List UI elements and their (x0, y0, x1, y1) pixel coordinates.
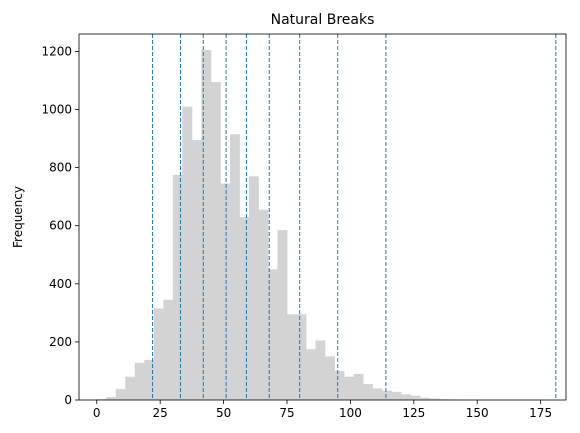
y-tick-label: 200 (49, 335, 72, 349)
x-tick-label: 100 (339, 406, 362, 420)
histogram-bar (144, 359, 155, 400)
histogram-bars (96, 49, 478, 400)
histogram-bar (172, 174, 183, 400)
y-tick-label: 800 (49, 161, 72, 175)
x-tick-label: 150 (466, 406, 489, 420)
histogram-bar (106, 397, 117, 400)
histogram-bar (363, 384, 373, 400)
histogram-bar (296, 314, 307, 400)
histogram-bar (344, 376, 354, 400)
y-tick-label: 1200 (41, 44, 72, 58)
histogram-bar (248, 176, 259, 400)
histogram-bar (210, 81, 221, 400)
y-tick-label: 0 (64, 393, 72, 407)
histogram-bar (229, 134, 240, 400)
histogram-bar (153, 308, 164, 400)
y-tick-label: 400 (49, 277, 72, 291)
x-tick-label: 75 (279, 406, 294, 420)
x-tick-label: 25 (153, 406, 168, 420)
histogram-bar (201, 49, 212, 400)
x-tick-label: 175 (529, 406, 552, 420)
x-tick-label: 0 (93, 406, 101, 420)
histogram-bar (220, 183, 231, 400)
histogram-bar (401, 394, 412, 400)
x-tick-label: 125 (402, 406, 425, 420)
y-tick-label: 600 (49, 219, 72, 233)
axes-frame (78, 33, 567, 401)
histogram-bar (267, 269, 278, 400)
histogram-bar (182, 106, 193, 400)
histogram-bar (306, 349, 316, 400)
x-axis-ticks: 0 25 50 75 100 125 150 175 (93, 400, 552, 420)
histogram-bar (125, 376, 136, 400)
break-lines (152, 34, 557, 400)
histogram-bar (315, 340, 326, 400)
y-tick-label: 1000 (41, 103, 72, 117)
histogram-bar (191, 140, 202, 400)
chart-title: Natural Breaks (271, 12, 375, 28)
x-tick-label: 50 (216, 406, 231, 420)
histogram-bar (334, 370, 345, 400)
y-axis-ticks: 0 200 400 600 800 1000 1200 (41, 44, 79, 407)
y-axis-label: Frequency (11, 186, 25, 248)
histogram-bar (239, 217, 250, 400)
histogram-bar (429, 398, 440, 400)
histogram-bar (391, 391, 402, 400)
histogram-bar (372, 388, 383, 400)
histogram-bar (325, 356, 335, 400)
histogram-bar (286, 314, 297, 400)
histogram-bar (258, 209, 269, 400)
histogram-bar (134, 362, 145, 400)
histogram-bar (96, 399, 107, 400)
histogram-bar (277, 230, 288, 400)
histogram-bar (163, 299, 174, 400)
plot-frame (78, 33, 567, 401)
histogram-bar (353, 373, 364, 400)
histogram-bar (382, 390, 393, 400)
histogram-bar (115, 388, 126, 400)
histogram-bar (410, 395, 421, 400)
histogram-bar (439, 399, 450, 400)
histogram-bar (420, 397, 431, 400)
